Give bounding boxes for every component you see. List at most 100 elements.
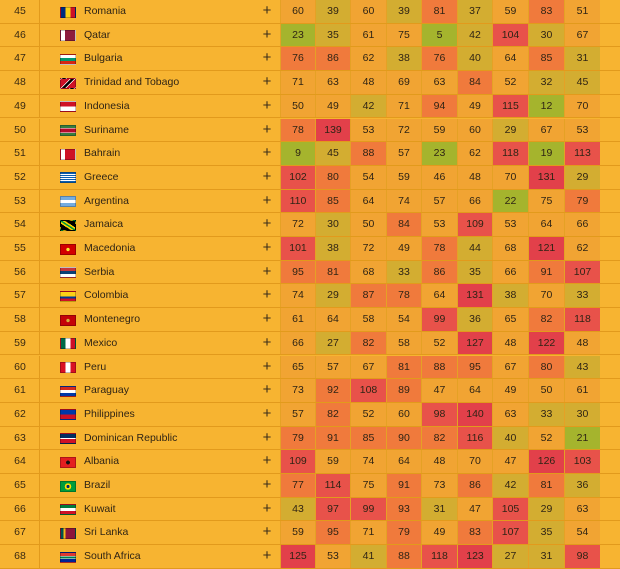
score-cell: 49: [386, 237, 421, 261]
score-cell: 66: [564, 213, 600, 237]
score-cell: 81: [421, 0, 457, 24]
score-cell: 125: [280, 545, 315, 569]
score-cell: 88: [350, 142, 386, 166]
score-cell: 87: [350, 284, 386, 309]
rank-cell: 60: [0, 355, 40, 380]
plus-icon[interactable]: +: [262, 381, 272, 399]
plus-icon[interactable]: +: [262, 167, 272, 185]
score-cell: 53: [492, 213, 528, 237]
score-cell: 27: [492, 545, 528, 569]
score-cell: 53: [350, 118, 386, 143]
plus-icon[interactable]: +: [262, 73, 272, 91]
plus-icon[interactable]: +: [262, 476, 272, 493]
plus-icon[interactable]: +: [262, 286, 272, 304]
kuwait-flag-icon: [60, 504, 76, 516]
score-cell: 72: [350, 237, 386, 261]
score-cell: 51: [564, 0, 600, 24]
country-name: Qatar: [84, 28, 111, 41]
plus-icon[interactable]: +: [262, 120, 272, 138]
score-cell: 31: [528, 545, 564, 569]
score-cell: 113: [564, 142, 600, 166]
plus-icon[interactable]: +: [262, 357, 272, 375]
country-name: Jamaica: [84, 218, 124, 231]
score-cell: 42: [457, 23, 492, 48]
score-cell: 71: [386, 94, 421, 119]
score-cell: 53: [315, 545, 350, 569]
score-cell: 118: [492, 142, 528, 166]
score-cell: 5: [421, 23, 457, 48]
plus-icon[interactable]: +: [262, 215, 272, 233]
score-cell: 12: [528, 94, 564, 119]
score-cell: 85: [528, 47, 564, 72]
plus-icon[interactable]: +: [262, 2, 272, 19]
table-row: 53 Argentina +110 85 64 74 57 66 22 75 79: [0, 189, 620, 214]
score-cell: 99: [421, 308, 457, 332]
country-name: Macedonia: [84, 242, 136, 254]
rank-cell: 50: [0, 118, 40, 143]
score-cell: 109: [457, 213, 492, 237]
score-cell: 68: [492, 237, 528, 261]
score-cell: 65: [280, 355, 315, 380]
score-cell: 53: [564, 118, 600, 143]
plus-icon[interactable]: +: [262, 333, 272, 351]
score-cell: 43: [280, 497, 315, 522]
score-cell: 32: [528, 71, 564, 95]
score-cell: 98: [564, 545, 600, 569]
plus-icon[interactable]: +: [262, 239, 272, 256]
table-row: 51 Bahrain +9 45 88 57 23 62 118 19 113: [0, 142, 620, 166]
score-cell: 82: [421, 426, 457, 451]
plus-icon[interactable]: +: [262, 523, 272, 541]
plus-icon[interactable]: +: [262, 25, 272, 43]
score-cell: 60: [350, 0, 386, 24]
plus-icon[interactable]: +: [262, 191, 272, 209]
score-cell: 23: [280, 23, 315, 48]
macedonia-flag-icon: [60, 243, 76, 255]
score-cell: 39: [315, 0, 350, 24]
score-cell: 29: [315, 284, 350, 309]
table-row: 52 Greece +102 80 54 59 46 48 70 131 29: [0, 165, 620, 190]
country-name: Bahrain: [84, 147, 121, 160]
plus-icon[interactable]: +: [262, 262, 272, 280]
score-cell: 105: [492, 497, 528, 522]
score-cell: 91: [315, 426, 350, 451]
score-cell: 72: [386, 118, 421, 143]
score-cell: 30: [315, 213, 350, 237]
score-cell: 82: [315, 402, 350, 427]
score-cell: 48: [350, 71, 386, 95]
score-cell: 63: [564, 497, 600, 522]
plus-icon[interactable]: +: [262, 310, 272, 328]
rank-cell: 56: [0, 260, 40, 285]
score-cell: 92: [315, 379, 350, 403]
score-cell: 123: [457, 545, 492, 569]
rank-cell: 54: [0, 213, 40, 237]
score-cell: 54: [564, 521, 600, 546]
score-cell: 33: [528, 402, 564, 427]
plus-icon[interactable]: +: [262, 96, 272, 114]
score-cell: 79: [280, 426, 315, 451]
plus-icon[interactable]: +: [262, 404, 272, 422]
plus-icon[interactable]: +: [262, 428, 272, 446]
score-cell: 83: [457, 521, 492, 546]
score-cell: 58: [350, 308, 386, 332]
score-cell: 83: [528, 0, 564, 24]
plus-icon[interactable]: +: [262, 547, 272, 565]
score-cell: 41: [350, 545, 386, 569]
score-cell: 48: [421, 450, 457, 474]
score-cell: 78: [421, 237, 457, 261]
country-name: Kuwait: [84, 502, 116, 515]
score-cell: 46: [421, 165, 457, 190]
argentina-flag-icon: [60, 196, 76, 208]
score-cell: 103: [564, 450, 600, 474]
jamaica-flag-icon: [60, 219, 76, 231]
score-cell: 104: [492, 23, 528, 48]
plus-icon[interactable]: +: [262, 144, 272, 162]
score-cell: 76: [421, 47, 457, 72]
colombia-flag-icon: [60, 290, 76, 302]
plus-icon[interactable]: +: [262, 452, 272, 470]
rank-cell: 55: [0, 237, 40, 261]
score-cell: 19: [528, 142, 564, 166]
plus-icon[interactable]: +: [262, 499, 272, 517]
score-cell: 85: [350, 426, 386, 451]
plus-icon[interactable]: +: [262, 49, 272, 67]
philippines-flag-icon: [60, 409, 76, 421]
